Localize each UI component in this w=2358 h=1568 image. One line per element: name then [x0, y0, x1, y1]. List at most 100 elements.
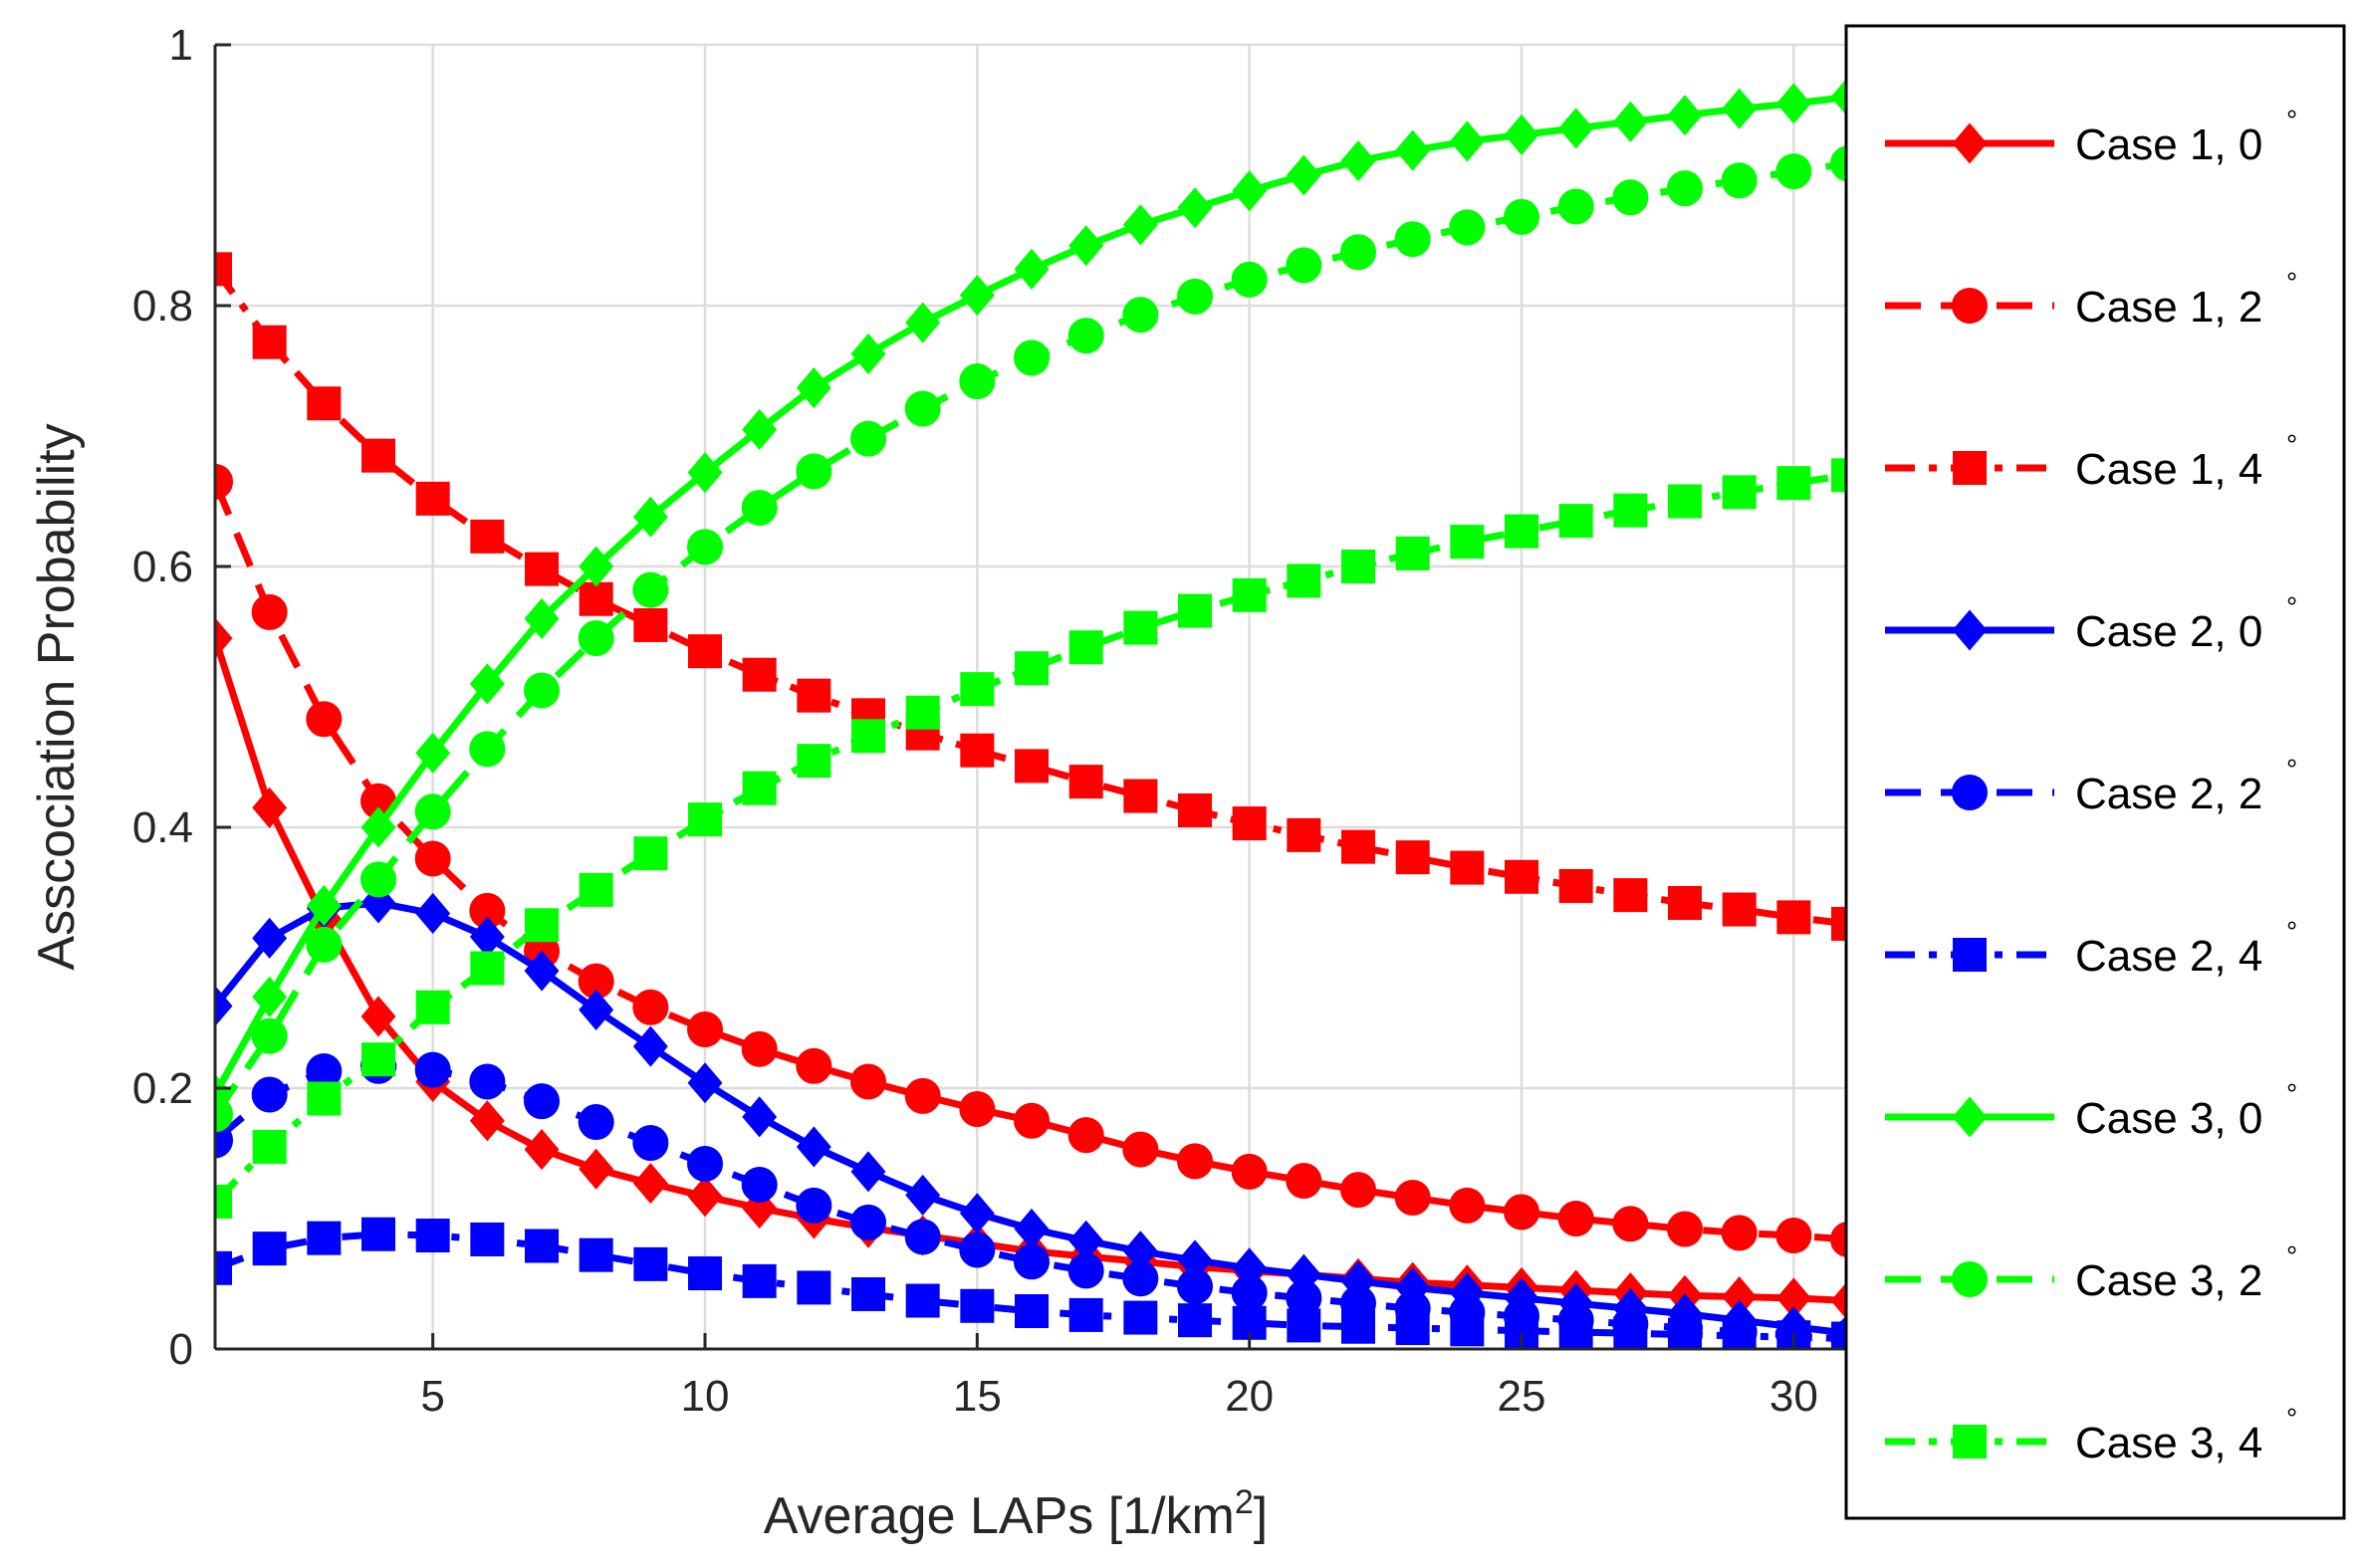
- data-point: [687, 452, 723, 494]
- data-point: [1123, 779, 1158, 813]
- data-point: [851, 719, 885, 754]
- series-9: [215, 458, 1848, 1219]
- data-point: [796, 366, 831, 409]
- data-point: [1830, 76, 1848, 117]
- legend-label: Case 1, 4: [2075, 445, 2262, 494]
- data-point: [742, 408, 778, 450]
- data-point: [1232, 806, 1267, 841]
- data-point: [524, 597, 560, 639]
- data-point: [1557, 188, 1594, 225]
- data-point: [1558, 108, 1594, 149]
- x-tick-label: 25: [1498, 1372, 1546, 1421]
- data-point: [470, 951, 505, 986]
- data-point: [1286, 154, 1321, 196]
- data-point: [470, 1222, 505, 1256]
- data-point: [1068, 765, 1103, 799]
- data-point: [1122, 1131, 1159, 1168]
- data-point: [632, 1163, 668, 1205]
- data-point: [796, 1126, 831, 1168]
- legend-unit: °: [2286, 591, 2297, 622]
- data-point: [215, 1122, 233, 1159]
- data-point: [1340, 140, 1376, 182]
- data-point: [687, 1011, 723, 1048]
- data-point: [797, 1270, 831, 1305]
- data-point: [1613, 493, 1648, 528]
- legend-unit: °: [2286, 1403, 2297, 1434]
- data-point: [524, 950, 560, 992]
- data-point: [1504, 198, 1539, 235]
- data-point: [252, 786, 288, 828]
- data-point: [1287, 1308, 1321, 1343]
- data-point: [741, 1166, 778, 1203]
- data-point: [850, 1204, 886, 1240]
- data-point: [414, 840, 451, 877]
- data-point: [1668, 1317, 1702, 1349]
- data-point: [1232, 170, 1268, 212]
- data-point: [251, 593, 288, 630]
- data-point: [1177, 1268, 1213, 1305]
- data-point: [469, 663, 505, 705]
- data-point: [1341, 550, 1375, 583]
- series-3: [215, 252, 1848, 941]
- data-point: [1775, 1218, 1812, 1254]
- data-point: [1287, 563, 1321, 598]
- x-tick-label: 30: [1769, 1372, 1818, 1421]
- legend-label: Case 2, 4: [2075, 932, 2262, 981]
- data-point: [741, 490, 778, 527]
- data-point: [1449, 1187, 1486, 1224]
- data-point: [633, 836, 668, 871]
- y-tick-label: 0.2: [132, 1064, 193, 1113]
- data-point: [1831, 906, 1848, 941]
- data-point: [687, 529, 723, 565]
- data-point: [1177, 278, 1213, 315]
- data-point: [307, 1221, 342, 1255]
- data-point: [1015, 1294, 1049, 1329]
- data-point: [1122, 204, 1158, 246]
- legend-marker: [1953, 938, 1987, 972]
- data-point: [307, 386, 342, 421]
- legend-unit: °: [2286, 1078, 2297, 1109]
- data-point: [1775, 83, 1811, 124]
- data-point: [632, 989, 669, 1025]
- data-point: [633, 1246, 668, 1281]
- data-point: [1505, 514, 1538, 549]
- series-8: [215, 145, 1848, 1133]
- data-point: [1504, 113, 1539, 155]
- data-point: [1558, 504, 1593, 539]
- data-point: [1015, 749, 1049, 784]
- data-point: [1395, 840, 1430, 875]
- data-point: [688, 802, 722, 837]
- data-point: [632, 1025, 668, 1067]
- data-point: [1341, 1309, 1375, 1344]
- data-point: [1394, 1180, 1431, 1217]
- data-point: [905, 1174, 941, 1216]
- legend-unit: °: [2286, 429, 2297, 460]
- data-point: [252, 1232, 287, 1266]
- legend: Case 1, 0 ° Case 1, 2 ° Case 1, 4 ° Case 2, 0 °…: [1844, 24, 2346, 1520]
- legend-marker: [1952, 609, 1988, 651]
- data-point: [960, 1288, 995, 1323]
- data-point: [1668, 484, 1702, 519]
- data-point: [687, 1176, 723, 1218]
- y-ticks: 0 0.2 0.4 0.6 0.8 1: [132, 21, 231, 1374]
- data-point: [1341, 829, 1375, 864]
- data-point: [1613, 1316, 1648, 1349]
- data-point: [1231, 1153, 1268, 1190]
- data-point: [796, 1047, 832, 1084]
- data-point: [215, 617, 233, 659]
- data-point: [1067, 1252, 1104, 1289]
- legend-label: Case 3, 4: [2075, 1419, 2262, 1467]
- data-point: [524, 1083, 560, 1120]
- legend-label: Case 1, 2: [2075, 283, 2262, 332]
- data-point: [1831, 1321, 1848, 1349]
- y-axis-label: Asscociation Probability: [28, 423, 86, 970]
- legend-marker: [1953, 451, 1987, 485]
- legend-marker: [1953, 1425, 1987, 1458]
- legend-entry-3: Case 1, 4 °: [1885, 429, 2297, 494]
- data-point: [1014, 248, 1050, 290]
- data-point: [579, 1148, 614, 1190]
- data-point: [633, 607, 668, 642]
- data-point: [850, 333, 886, 375]
- legend-label: Case 1, 0: [2075, 120, 2262, 169]
